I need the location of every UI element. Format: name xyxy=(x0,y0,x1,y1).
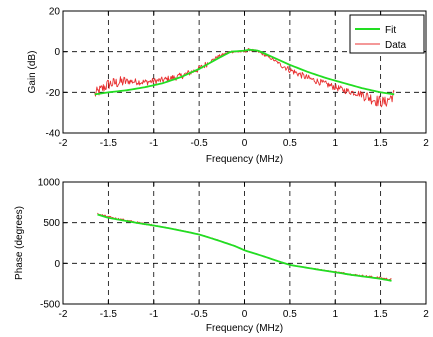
phase-x-tick-label: -1.5 xyxy=(100,309,118,320)
gain-x-tick-label: -2 xyxy=(59,138,68,149)
gain-y-tick-label: -40 xyxy=(46,129,61,140)
gain-series xyxy=(94,48,395,108)
phase-x-tick-label: -0.5 xyxy=(191,309,209,320)
gain-x-axis-label: Frequency (MHz) xyxy=(206,154,283,165)
phase-chart: -2 -1.5 -1 -0.5 0 0.5 1 1.5 2 -500 0 500 1000 Freque… xyxy=(14,178,429,335)
gain-x-tick-label: -1.5 xyxy=(100,138,118,149)
phase-y-tick-label: 0 xyxy=(54,259,60,270)
phase-x-tick-label: 1 xyxy=(332,309,338,320)
gain-x-tick-label: 1.5 xyxy=(374,138,388,149)
gain-y-tick-label: 0 xyxy=(54,47,60,58)
gain-chart: -2 -1.5 -1 -0.5 0 0.5 1 1.5 2 -40 -20 0 20 Frequency… xyxy=(27,7,429,166)
gain-x-tick-label: -0.5 xyxy=(191,138,209,149)
legend-fit-label: Fit xyxy=(385,25,396,36)
phase-series-fit xyxy=(97,213,392,282)
gain-y-tick-label: -20 xyxy=(46,88,61,99)
gain-x-tick-label: 0.5 xyxy=(283,138,297,149)
gain-x-tick-label: 1 xyxy=(332,138,338,149)
phase-x-tick-label: 0 xyxy=(242,309,248,320)
gain-ticks: -2 -1.5 -1 -0.5 0 0.5 1 1.5 2 -40 -20 0 20 xyxy=(46,7,430,150)
phase-x-tick-label: 2 xyxy=(423,309,429,320)
gain-y-axis-label: Gain (dB) xyxy=(27,51,38,94)
phase-y-tick-label: 500 xyxy=(43,218,60,229)
phase-y-tick-label: 1000 xyxy=(38,178,61,189)
gain-x-tick-label: 0 xyxy=(242,138,248,149)
gain-legend: Fit Data xyxy=(349,14,425,54)
phase-x-axis-label: Frequency (MHz) xyxy=(206,323,283,334)
phase-series xyxy=(97,212,392,282)
phase-ticks: -2 -1.5 -1 -0.5 0 0.5 1 1.5 2 -500 0 500 1000 xyxy=(38,178,429,321)
phase-grid xyxy=(63,182,426,304)
phase-x-tick-label: 0.5 xyxy=(283,309,297,320)
gain-x-tick-label: -1 xyxy=(149,138,158,149)
legend-data-label: Data xyxy=(385,40,407,51)
phase-x-tick-label: -2 xyxy=(59,309,68,320)
phase-y-axis-label: Phase (degrees) xyxy=(14,206,25,280)
gain-series-fit xyxy=(94,48,395,96)
gain-y-tick-label: 20 xyxy=(49,7,61,18)
gain-x-tick-label: 2 xyxy=(423,138,429,149)
legend-box xyxy=(349,14,425,54)
phase-x-tick-label: -1 xyxy=(149,309,158,320)
phase-x-tick-label: 1.5 xyxy=(374,309,388,320)
phase-y-tick-label: -500 xyxy=(40,300,60,311)
